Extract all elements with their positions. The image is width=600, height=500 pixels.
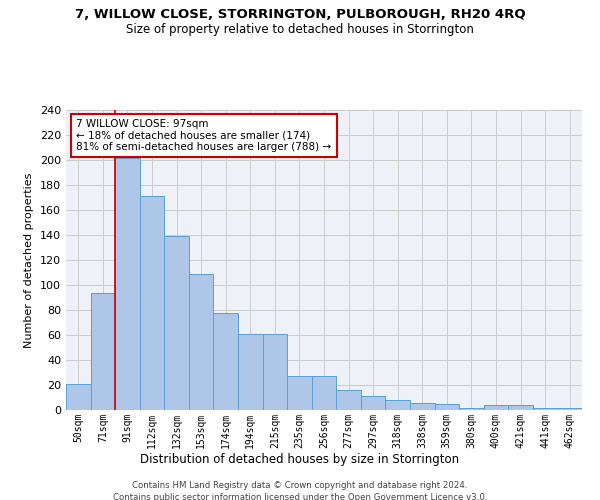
Bar (140, 196, 164, 410)
Text: Contains HM Land Registry data © Crown copyright and database right 2024.: Contains HM Land Registry data © Crown c… (132, 481, 468, 490)
Bar (361, 396, 385, 410)
Bar (312, 376, 336, 410)
Bar (214, 312, 238, 410)
Text: Contains public sector information licensed under the Open Government Licence v3: Contains public sector information licen… (113, 492, 487, 500)
Bar (508, 405, 533, 410)
Text: Size of property relative to detached houses in Storrington: Size of property relative to detached ho… (126, 22, 474, 36)
Bar (410, 402, 434, 410)
Bar (533, 408, 557, 410)
Y-axis label: Number of detached properties: Number of detached properties (25, 172, 34, 348)
Bar (459, 408, 484, 410)
Bar (385, 400, 410, 410)
Bar (557, 408, 582, 410)
Text: 7, WILLOW CLOSE, STORRINGTON, PULBOROUGH, RH20 4RQ: 7, WILLOW CLOSE, STORRINGTON, PULBOROUGH… (74, 8, 526, 20)
Bar (263, 334, 287, 410)
Bar (115, 158, 140, 410)
Bar (434, 404, 459, 410)
Bar (189, 274, 214, 410)
Bar (484, 405, 508, 410)
Bar (164, 236, 189, 410)
Bar (66, 384, 91, 410)
Text: Distribution of detached houses by size in Storrington: Distribution of detached houses by size … (140, 452, 460, 466)
Bar (238, 334, 263, 410)
Bar (91, 292, 115, 410)
Bar (336, 390, 361, 410)
Bar (287, 376, 312, 410)
Text: 7 WILLOW CLOSE: 97sqm
← 18% of detached houses are smaller (174)
81% of semi-det: 7 WILLOW CLOSE: 97sqm ← 18% of detached … (76, 119, 331, 152)
